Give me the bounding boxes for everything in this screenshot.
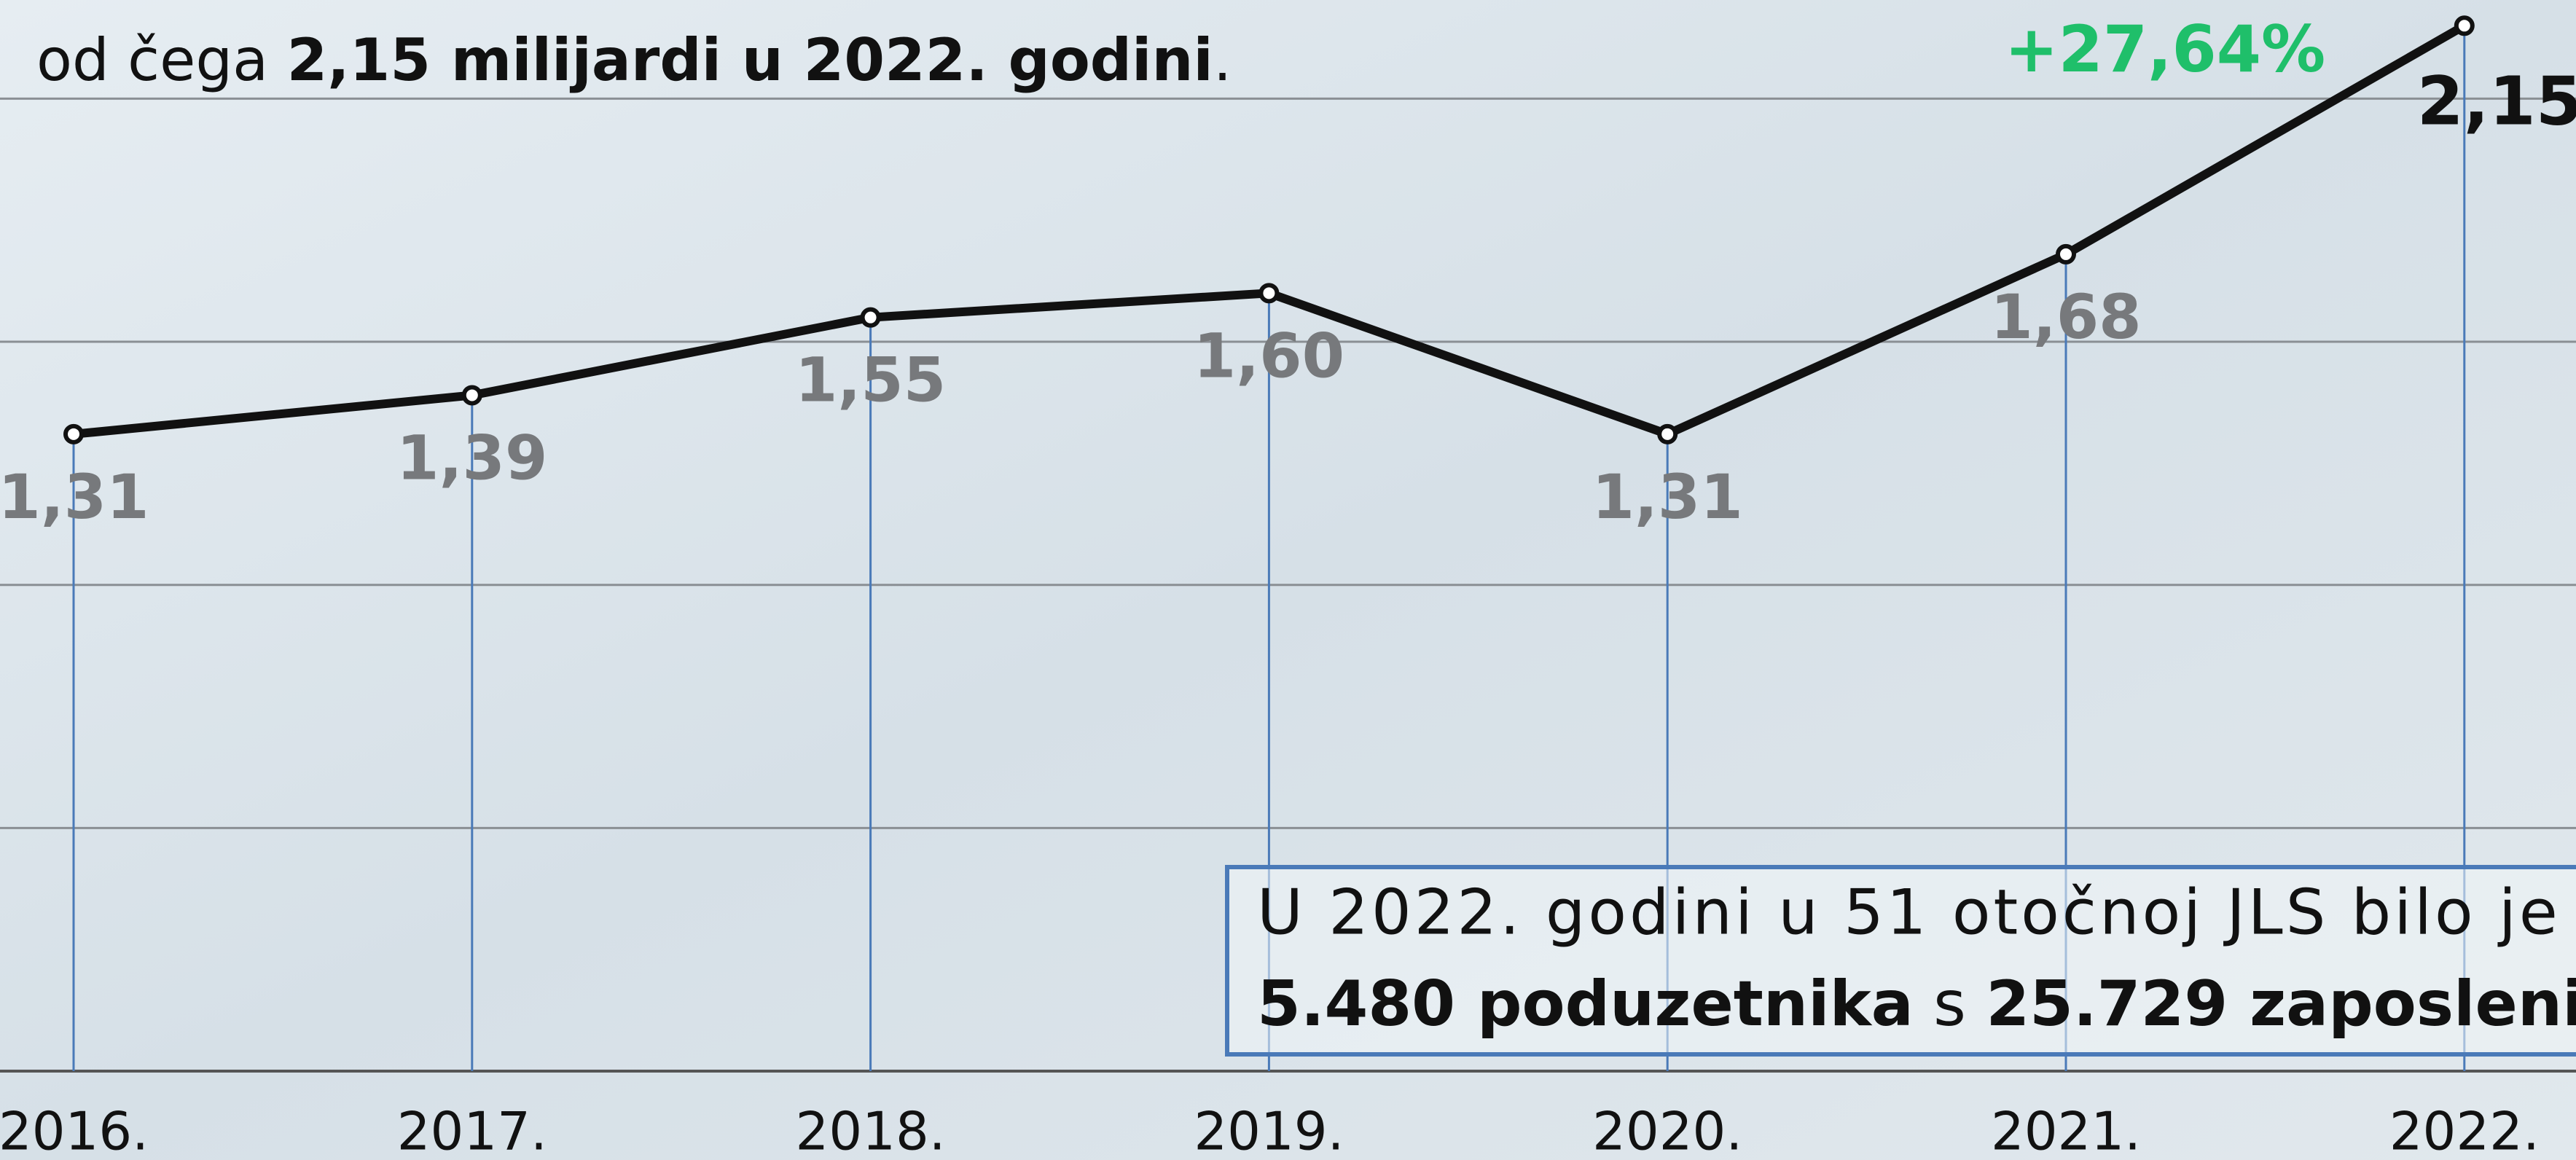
note-part: 5.480 poduzetnika xyxy=(1257,968,1914,1041)
annotation: +27,64% xyxy=(2005,12,2325,87)
page: {"chart_data": {"type": "line", "subtitl… xyxy=(0,0,2576,1160)
point xyxy=(1261,285,1277,301)
x-tick-label: 2018. xyxy=(796,1101,946,1160)
x-tick-label: 2020. xyxy=(1592,1101,1742,1160)
value-label: 1,31 xyxy=(0,461,149,533)
x-tick-label: 2017. xyxy=(397,1101,547,1160)
subtitle-part: od čega xyxy=(36,26,287,94)
value-label: 1,55 xyxy=(795,345,946,416)
point xyxy=(66,426,82,442)
point xyxy=(863,310,879,326)
value-label: 1,68 xyxy=(1990,281,2141,353)
value-label: 1,39 xyxy=(396,422,547,493)
value-label: 1,31 xyxy=(1592,461,1743,533)
subtitle-part: 2,15 milijardi u 2022. godini xyxy=(287,26,1213,94)
subtitle: od čega 2,15 milijardi u 2022. godini. xyxy=(36,26,1232,94)
point xyxy=(2058,246,2074,262)
note-part: s xyxy=(1914,968,1986,1041)
x-tick-label: 2021. xyxy=(1991,1101,2141,1160)
note-part: 25.729 zaposlenih xyxy=(1986,968,2576,1041)
value-label: 2,15 xyxy=(2417,63,2576,141)
x-tick-label: 2019. xyxy=(1194,1101,1344,1160)
point xyxy=(464,387,480,403)
subtitle-part: . xyxy=(1213,26,1232,94)
value-label: 1,60 xyxy=(1194,320,1344,391)
point xyxy=(1659,426,1675,442)
note-line: 5.480 poduzetnika s 25.729 zaposlenih xyxy=(1257,968,2576,1041)
x-tick-label: 2016. xyxy=(0,1101,149,1160)
x-tick-label: 2022. xyxy=(2389,1101,2540,1160)
chart: od čega 2,15 milijardi u 2022. godini. +… xyxy=(0,0,2576,1160)
note-line: U 2022. godini u 51 otočnoj JLS bilo je xyxy=(1257,876,2561,949)
point xyxy=(2456,17,2473,34)
